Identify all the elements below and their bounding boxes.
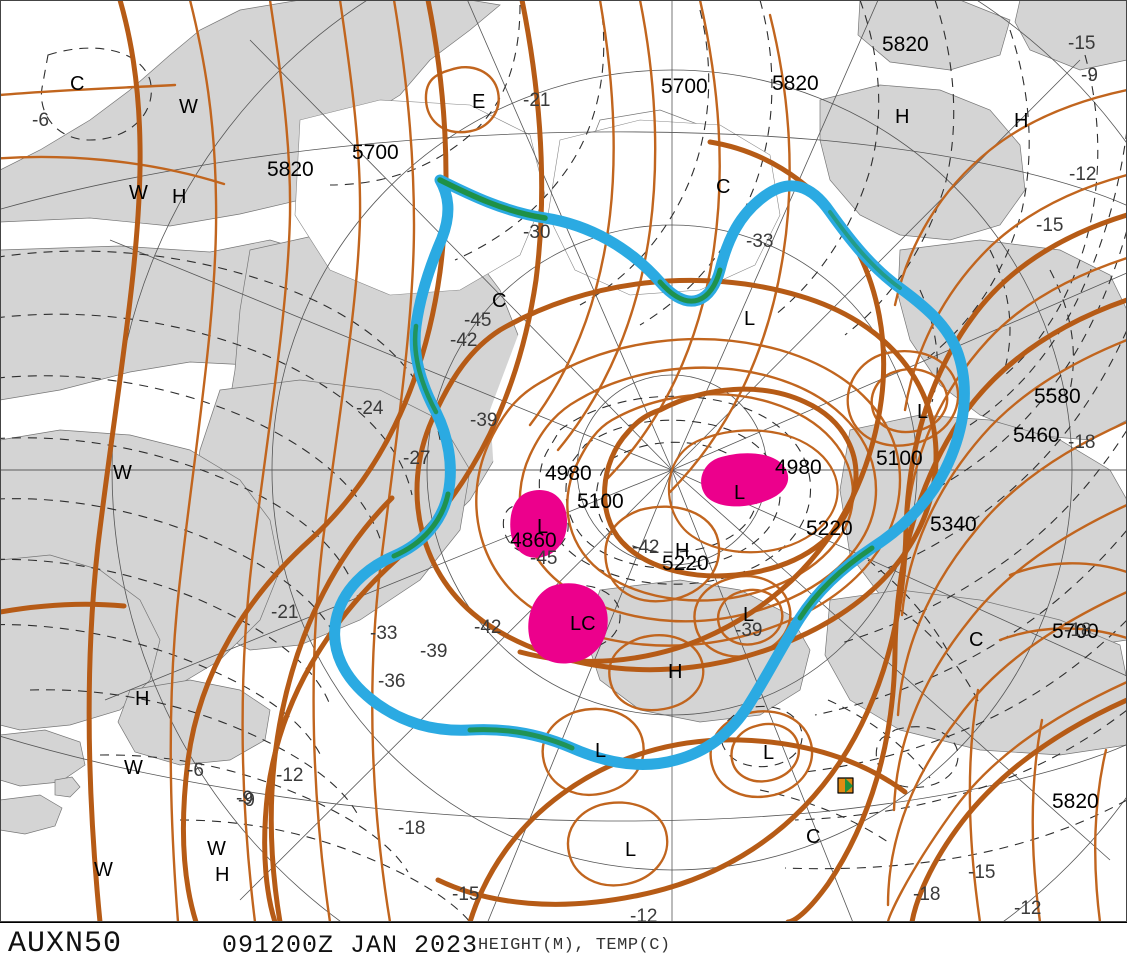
height-label-9: 5100 <box>876 447 923 470</box>
temp-label-5: -30 <box>523 222 551 243</box>
height-label-6: 5460 <box>1013 424 1060 447</box>
temp-label-13: -42 <box>632 537 660 558</box>
temp-label-28: -18 <box>913 884 941 905</box>
height-label-5: 5580 <box>1034 385 1081 408</box>
center-label-16: L <box>743 604 755 626</box>
chart-caption-bar: AUXN50 091200Z JAN 2023 HEIGHT(M), TEMP(… <box>0 922 1127 964</box>
temp-label-20: -36 <box>378 671 406 692</box>
center-label-11: W <box>113 462 132 484</box>
center-label-9: L <box>744 308 756 330</box>
temp-label-9: -24 <box>356 398 384 419</box>
temp-label-14: -45 <box>530 548 558 569</box>
temp-label-16: -33 <box>370 623 398 644</box>
temp-label-31: -6 <box>187 760 204 781</box>
height-label-11: 5220 <box>806 517 853 540</box>
center-label-14: H <box>675 540 690 562</box>
temp-label-19: -39 <box>420 641 448 662</box>
height-label-13: 4860 <box>510 529 557 552</box>
height-label-10: 5100 <box>577 490 624 513</box>
height-label-0: 5820 <box>882 33 929 56</box>
inner-thin-contours <box>667 429 839 554</box>
temp-label-25: -15 <box>452 884 480 905</box>
center-label-6: H <box>895 106 910 128</box>
center-label-8: C <box>492 290 507 312</box>
temp-label-23: -18 <box>398 818 426 839</box>
center-label-25: W <box>94 859 113 881</box>
height-contours-bold <box>0 0 1127 922</box>
temp-label-18: -39 <box>735 620 763 641</box>
temp-label-15: -21 <box>271 602 299 623</box>
center-label-19: H <box>135 688 150 710</box>
temp-label-1: -9 <box>1081 65 1098 86</box>
temp-label-32: -9 <box>238 790 255 811</box>
temp-label-11: -18 <box>1068 432 1096 453</box>
height-label-1: 5700 <box>661 75 708 98</box>
center-label-17: H <box>668 661 683 683</box>
temp-label-24: -18 <box>1064 620 1092 641</box>
landmass-layer <box>0 0 1127 835</box>
center-label-4: E <box>472 91 486 113</box>
center-label-12: L <box>734 482 746 504</box>
center-label-24: H <box>215 864 230 886</box>
temp-label-3: -12 <box>1069 164 1097 185</box>
center-label-2: W <box>129 182 148 204</box>
height-label-2: 5820 <box>772 72 819 95</box>
temp-label-7: -45 <box>464 310 492 331</box>
temp-label-17: -42 <box>474 617 502 638</box>
center-label-3: H <box>172 186 187 208</box>
height-label-14: 5220 <box>662 552 709 575</box>
temp-label-0: -15 <box>1068 33 1096 54</box>
height-label-7: 4980 <box>545 462 592 485</box>
temp-label-21: -12 <box>276 765 304 786</box>
center-label-7: H <box>1014 110 1029 132</box>
low-center-shading <box>510 453 789 664</box>
center-label-0: C <box>70 73 85 95</box>
center-label-22: W <box>124 757 143 779</box>
highlighted-isotherm-minus30 <box>329 174 970 794</box>
temp-label-29: -12 <box>1014 898 1042 919</box>
center-label-26: L <box>625 839 637 861</box>
temp-label-26: -12 <box>630 906 658 922</box>
temp-label-22: -9 <box>236 788 253 809</box>
temp-label-27: -15 <box>968 862 996 883</box>
center-label-1: W <box>179 96 198 118</box>
valid-time-label: 091200Z JAN 2023 <box>222 931 479 960</box>
temp-label-10: -39 <box>470 410 498 431</box>
center-label-13: L <box>537 516 549 538</box>
height-label-16: 5820 <box>1052 790 1099 813</box>
center-label-27: C <box>806 826 821 848</box>
units-label: HEIGHT(M), TEMP(C) <box>478 936 671 955</box>
height-label-8: 4980 <box>775 456 822 479</box>
temp-label-8: -42 <box>450 330 478 351</box>
map-contours-svg <box>0 0 1127 922</box>
center-label-23: W <box>207 838 226 860</box>
center-label-21: L <box>763 742 775 764</box>
height-label-3: 5700 <box>352 141 399 164</box>
center-label-18: C <box>969 629 984 651</box>
temp-label-30: -6 <box>32 110 49 131</box>
temp-label-2: -21 <box>523 90 551 111</box>
height-label-12: 5340 <box>930 513 977 536</box>
temp-label-6: -33 <box>746 231 774 252</box>
center-label-10: L <box>917 401 929 423</box>
height-label-15: 5700 <box>1052 620 1099 643</box>
center-label-20: L <box>595 740 607 762</box>
center-label-15: LC <box>570 613 596 635</box>
polar-stereographic-map[interactable]: 5820 5700 5820 5700 5820 5580 5460 4980 4980 5100… <box>0 0 1127 922</box>
product-id-label: AUXN50 <box>8 927 123 961</box>
height-label-4: 5820 <box>267 158 314 181</box>
temp-label-4: -15 <box>1036 215 1064 236</box>
temp-label-12: -27 <box>403 448 431 469</box>
center-label-5: C <box>716 176 731 198</box>
